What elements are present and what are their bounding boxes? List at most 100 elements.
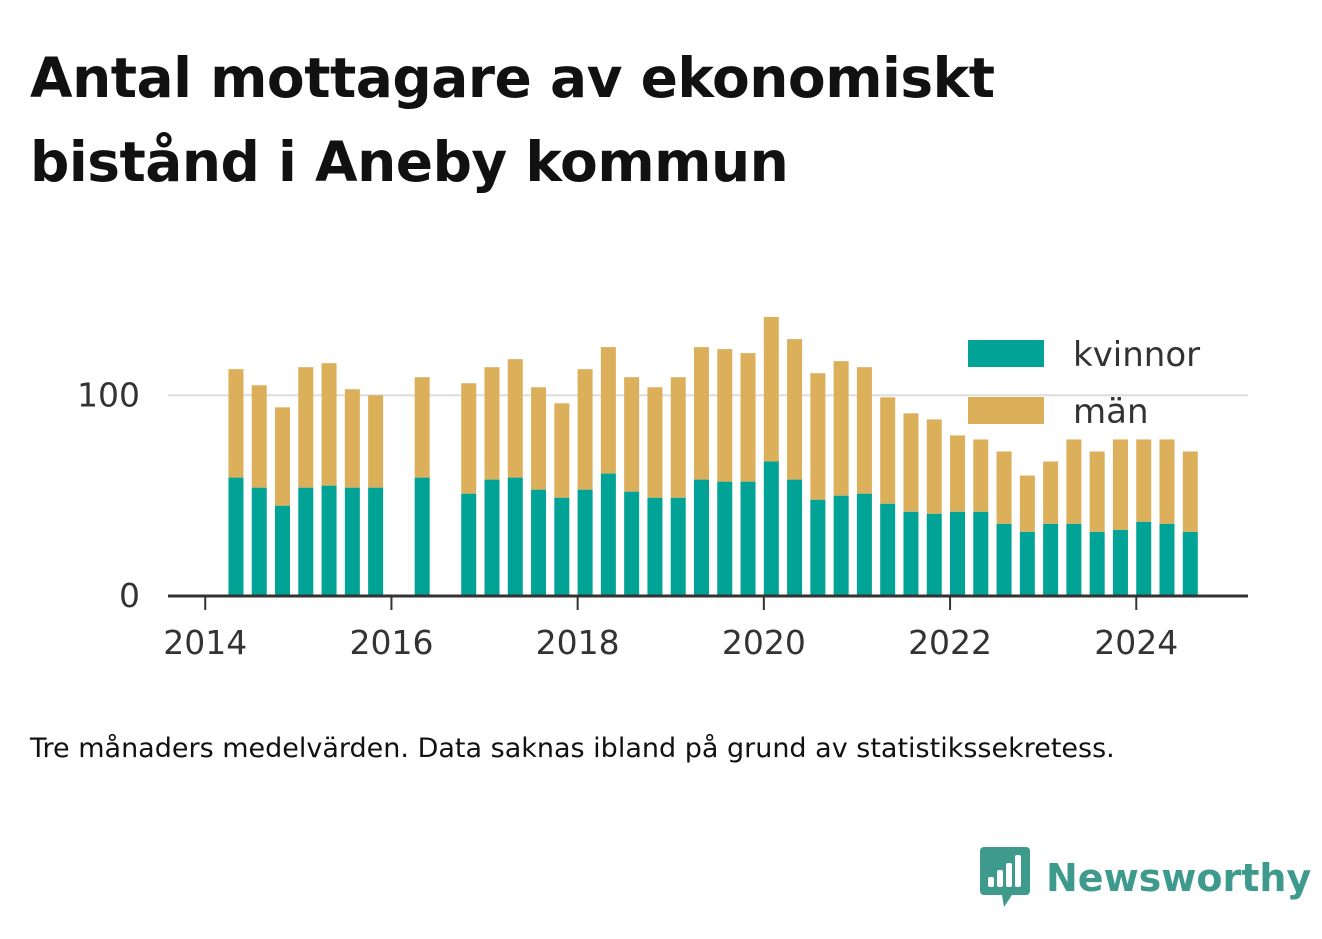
bar-man bbox=[531, 387, 547, 490]
x-tick-label: 2014 bbox=[163, 623, 247, 662]
bar-kvinnor bbox=[647, 497, 663, 596]
bar-kvinnor bbox=[787, 479, 803, 596]
bar-kvinnor bbox=[763, 461, 779, 596]
bar-kvinnor bbox=[554, 497, 570, 596]
newsworthy-logo[interactable]: Newsworthy bbox=[980, 847, 1312, 908]
bar-kvinnor bbox=[368, 487, 384, 596]
bar-kvinnor bbox=[1182, 531, 1198, 596]
x-tick-label: 2016 bbox=[349, 623, 433, 662]
bar-man bbox=[926, 419, 942, 514]
chart-title: Antal mottagare av ekonomiskt bistånd i … bbox=[30, 46, 995, 194]
x-tick-label: 2022 bbox=[908, 623, 992, 662]
bar-man bbox=[1136, 439, 1152, 522]
bar-kvinnor bbox=[624, 491, 640, 596]
bar-kvinnor bbox=[275, 505, 291, 596]
bar-kvinnor bbox=[251, 487, 267, 596]
legend-swatch-kvinnor bbox=[968, 340, 1044, 367]
bar-man bbox=[321, 363, 337, 486]
bar-kvinnor bbox=[531, 489, 547, 596]
bar-kvinnor bbox=[1089, 531, 1105, 596]
bar-man bbox=[1066, 439, 1082, 524]
axes: 0 100 2014 2016 2018 2020 2022 2024 bbox=[77, 375, 1248, 662]
bar-kvinnor bbox=[414, 477, 430, 596]
legend-label-man: män bbox=[1073, 392, 1149, 432]
legend-label-kvinnor: kvinnor bbox=[1073, 335, 1200, 375]
bar-man bbox=[1043, 461, 1059, 524]
bar-kvinnor bbox=[717, 481, 733, 596]
legend: kvinnor män bbox=[968, 335, 1200, 432]
bar-kvinnor bbox=[577, 489, 593, 596]
stacked-bar-chart: 0 100 2014 2016 2018 2020 2022 2024 kvinnor män bbox=[77, 317, 1248, 662]
bars bbox=[228, 317, 1198, 596]
bar-man bbox=[414, 377, 430, 478]
bar-man bbox=[833, 361, 849, 496]
x-tick-label: 2024 bbox=[1094, 623, 1178, 662]
bar-man bbox=[1182, 451, 1198, 532]
bar-kvinnor bbox=[484, 479, 500, 596]
bar-man bbox=[810, 373, 826, 500]
bar-man bbox=[647, 387, 663, 498]
bar-man bbox=[1019, 475, 1035, 532]
bar-kvinnor bbox=[903, 511, 919, 596]
bar-man bbox=[717, 349, 733, 482]
bar-kvinnor bbox=[880, 503, 896, 596]
bar-kvinnor bbox=[1159, 523, 1175, 596]
x-tick-label: 2018 bbox=[536, 623, 620, 662]
bar-man bbox=[856, 367, 872, 494]
bar-kvinnor bbox=[1043, 523, 1059, 596]
bar-man bbox=[251, 385, 267, 488]
footnote: Tre månaders medelvärden. Data saknas ib… bbox=[30, 733, 1115, 764]
bar-kvinnor bbox=[693, 479, 709, 596]
bar-man bbox=[298, 367, 314, 488]
bar-kvinnor bbox=[600, 473, 616, 596]
bar-kvinnor bbox=[670, 497, 686, 596]
x-tick-label: 2020 bbox=[722, 623, 806, 662]
bar-man bbox=[903, 413, 919, 512]
y-tick-label: 100 bbox=[77, 375, 140, 414]
brand-name: Newsworthy bbox=[1046, 856, 1312, 900]
bar-man bbox=[624, 377, 640, 492]
bar-kvinnor bbox=[740, 481, 756, 596]
bar-kvinnor bbox=[996, 523, 1012, 596]
bar-man bbox=[693, 347, 709, 480]
bar-man bbox=[1089, 451, 1105, 532]
bar-man bbox=[763, 317, 779, 462]
bar-man bbox=[275, 407, 291, 506]
bar-man bbox=[554, 403, 570, 498]
bar-kvinnor bbox=[507, 477, 523, 596]
bar-kvinnor bbox=[926, 513, 942, 596]
bar-kvinnor bbox=[856, 493, 872, 596]
bar-man bbox=[461, 383, 477, 494]
bar-man bbox=[670, 377, 686, 498]
bar-kvinnor bbox=[298, 487, 314, 596]
bar-man bbox=[973, 439, 989, 512]
bar-man bbox=[600, 347, 616, 474]
bar-kvinnor bbox=[228, 477, 244, 596]
bar-kvinnor bbox=[1019, 531, 1035, 596]
bar-kvinnor bbox=[1066, 523, 1082, 596]
bar-kvinnor bbox=[1136, 521, 1152, 596]
bar-man bbox=[228, 369, 244, 478]
legend-swatch-man bbox=[968, 397, 1044, 424]
bar-man bbox=[1159, 439, 1175, 524]
bar-kvinnor bbox=[461, 493, 477, 596]
bar-kvinnor bbox=[950, 511, 966, 596]
bar-man bbox=[1112, 439, 1128, 530]
bar-kvinnor bbox=[973, 511, 989, 596]
bar-kvinnor bbox=[321, 485, 337, 596]
bar-man bbox=[484, 367, 500, 480]
bar-man bbox=[507, 359, 523, 478]
bar-man bbox=[787, 339, 803, 480]
bar-man bbox=[577, 369, 593, 490]
bar-kvinnor bbox=[833, 495, 849, 596]
bar-man bbox=[996, 451, 1012, 524]
bar-man bbox=[368, 395, 384, 488]
y-tick-label: 0 bbox=[119, 576, 140, 615]
bar-man bbox=[344, 389, 360, 488]
bar-kvinnor bbox=[810, 499, 826, 596]
newsworthy-chart-icon bbox=[980, 847, 1030, 907]
bar-man bbox=[740, 353, 756, 482]
bar-kvinnor bbox=[344, 487, 360, 596]
bar-man bbox=[950, 435, 966, 512]
bar-kvinnor bbox=[1112, 529, 1128, 596]
